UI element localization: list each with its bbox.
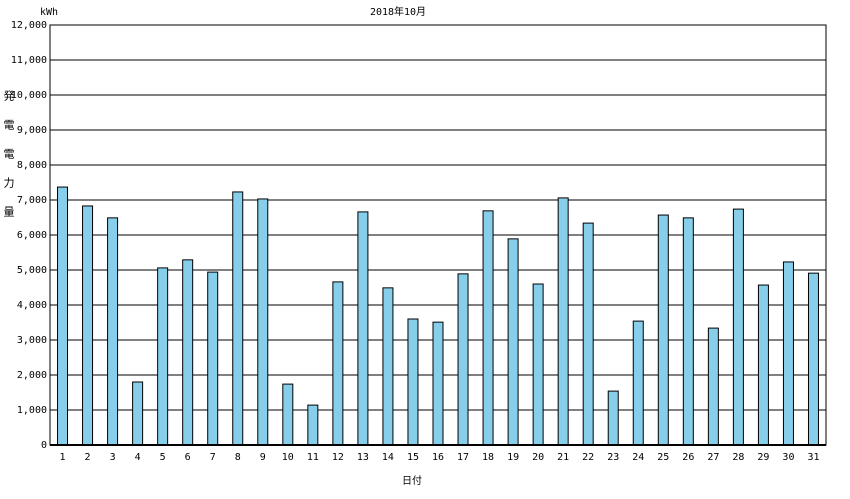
x-tick-label: 28: [732, 452, 744, 463]
bar: [232, 191, 244, 446]
x-tick-label: 1: [60, 452, 66, 463]
x-tick-label: 13: [357, 452, 369, 463]
y-tick-label: 6,000: [17, 230, 47, 241]
bar: [157, 267, 169, 446]
bar: [432, 321, 444, 446]
bar: [707, 327, 719, 446]
x-tick-label: 3: [110, 452, 116, 463]
x-tick-label: 15: [407, 452, 419, 463]
bar: [207, 271, 219, 446]
x-tick-label: 26: [682, 452, 694, 463]
bar: [482, 210, 494, 446]
x-tick-label: 30: [782, 452, 794, 463]
x-tick-label: 14: [382, 452, 394, 463]
x-tick-label: 16: [432, 452, 444, 463]
x-tick-label: 22: [582, 452, 594, 463]
bar: [507, 238, 519, 446]
x-tick-label: 10: [282, 452, 294, 463]
x-tick-label: 9: [260, 452, 266, 463]
y-tick-label: 10,000: [11, 90, 47, 101]
y-tick-label: 11,000: [11, 55, 47, 66]
bar: [107, 217, 119, 446]
x-tick-label: 8: [235, 452, 241, 463]
y-tick-label: 1,000: [17, 405, 47, 416]
y-tick-label: 2,000: [17, 370, 47, 381]
x-tick-label: 31: [807, 452, 819, 463]
y-tick-label: 5,000: [17, 265, 47, 276]
x-tick-label: 25: [657, 452, 669, 463]
x-tick-label: 6: [185, 452, 191, 463]
bar: [607, 390, 619, 446]
x-tick-label: 18: [482, 452, 494, 463]
y-axis-label: 発電電力量: [2, 89, 15, 235]
x-tick-label: 24: [632, 452, 644, 463]
x-tick-label: 12: [332, 452, 344, 463]
bar: [682, 217, 694, 446]
x-tick-label: 7: [210, 452, 216, 463]
x-tick-label: 4: [135, 452, 141, 463]
chart-title: 2018年10月: [370, 5, 426, 18]
y-tick-label: 8,000: [17, 160, 47, 171]
bar: [332, 281, 344, 446]
y-tick-label: 4,000: [17, 300, 47, 311]
x-tick-label: 27: [707, 452, 719, 463]
x-tick-label: 21: [557, 452, 569, 463]
x-tick-label: 20: [532, 452, 544, 463]
x-tick-label: 19: [507, 452, 519, 463]
bar: [282, 383, 294, 446]
y-tick-label: 3,000: [17, 335, 47, 346]
bar: [407, 318, 419, 446]
x-tick-label: 11: [307, 452, 319, 463]
bar: [532, 283, 544, 446]
bar: [357, 211, 369, 446]
bar: [732, 208, 744, 446]
bar: [582, 222, 594, 446]
x-axis-label: 日付: [402, 474, 422, 487]
bar: [257, 198, 269, 446]
bar: [182, 259, 194, 446]
bar: [782, 261, 794, 446]
y-tick-label: 12,000: [11, 20, 47, 31]
unit-label: kWh: [40, 7, 58, 18]
bar: [457, 273, 469, 446]
x-tick-label: 29: [757, 452, 769, 463]
bar: [657, 214, 669, 446]
y-tick-label: 0: [41, 440, 47, 451]
bar: [557, 197, 569, 446]
y-tick-label: 9,000: [17, 125, 47, 136]
bar: [82, 205, 94, 446]
x-tick-label: 5: [160, 452, 166, 463]
bar: [807, 272, 819, 446]
x-tick-label: 23: [607, 452, 619, 463]
bar: [757, 284, 769, 446]
bar: [382, 287, 394, 446]
x-tick-label: 17: [457, 452, 469, 463]
y-tick-label: 7,000: [17, 195, 47, 206]
bar: [132, 381, 144, 446]
bar: [632, 320, 644, 446]
bar: [307, 404, 319, 446]
x-tick-label: 2: [85, 452, 91, 463]
bar: [57, 186, 69, 446]
